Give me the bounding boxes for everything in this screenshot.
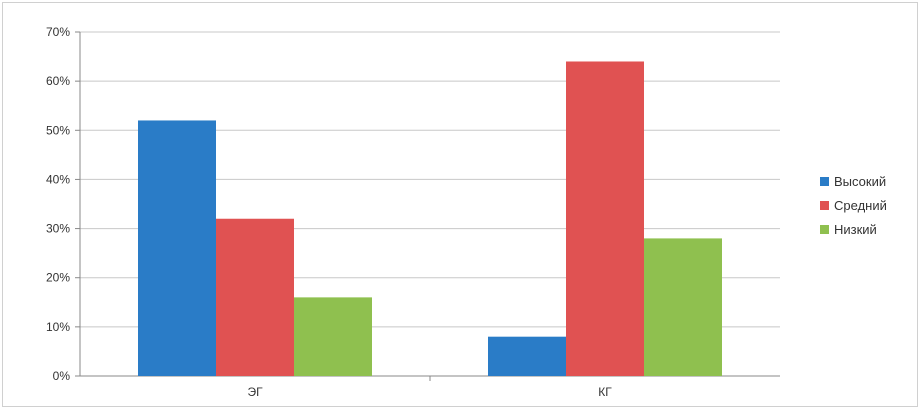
y-tick-label: 40% <box>46 172 70 186</box>
legend-label: Средний <box>834 198 887 213</box>
bar-Высокий-КГ <box>488 336 566 376</box>
legend-label: Высокий <box>834 174 886 189</box>
y-tick-label: 10% <box>46 320 70 334</box>
bar-Низкий-КГ <box>644 238 722 376</box>
y-tick-label: 30% <box>46 222 70 236</box>
y-tick-label: 60% <box>46 74 70 88</box>
y-tick-label: 70% <box>46 25 70 39</box>
x-tick-label: КГ <box>598 385 612 399</box>
y-tick-label: 20% <box>46 271 70 285</box>
legend-swatch <box>820 177 829 186</box>
legend-swatch <box>820 225 829 234</box>
legend-label: Низкий <box>834 222 877 237</box>
x-tick-label: ЭГ <box>247 385 263 399</box>
bar-Средний-КГ <box>566 61 644 376</box>
y-tick-label: 0% <box>53 369 71 383</box>
bar-Низкий-ЭГ <box>294 297 372 376</box>
legend-swatch <box>820 201 829 210</box>
bar-Высокий-ЭГ <box>138 120 216 376</box>
y-tick-label: 50% <box>46 123 70 137</box>
bar-Средний-ЭГ <box>216 218 294 376</box>
